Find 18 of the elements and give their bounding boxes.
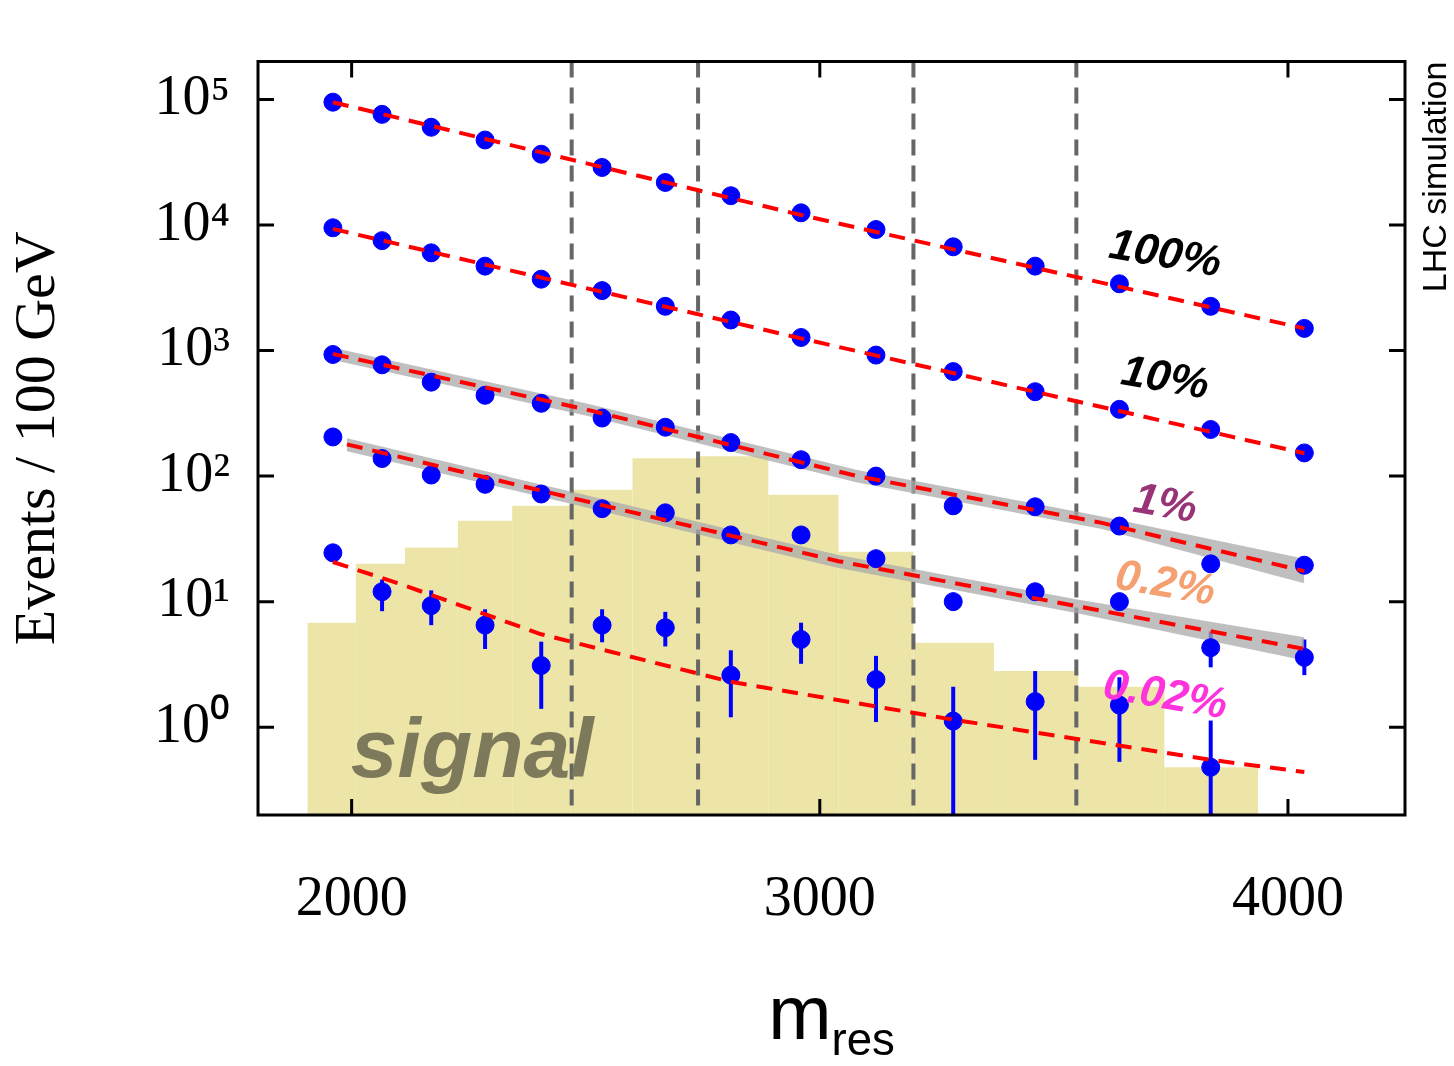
y-tick-label: 10⁰ bbox=[154, 691, 230, 754]
x-tick-label: 3000 bbox=[763, 865, 876, 928]
x-tick-label: 2000 bbox=[295, 865, 408, 928]
y-tick-label: 10⁴ bbox=[154, 189, 230, 252]
text: LHC simulation bbox=[1415, 61, 1454, 293]
y-axis-title: Events / 100 GeV bbox=[2, 231, 68, 646]
x-tick-label: 4000 bbox=[1231, 865, 1344, 928]
text: 1% bbox=[1130, 472, 1202, 532]
text: 10% bbox=[1118, 344, 1214, 408]
y-tick-label: 10¹ bbox=[157, 566, 230, 629]
series-label: signal bbox=[350, 701, 596, 795]
y-tick-label: 10² bbox=[157, 440, 230, 503]
text: 0.02% bbox=[1100, 658, 1232, 728]
x-axis-title: m$_{res}$ bbox=[768, 970, 895, 1066]
y-tick-label: 10⁵ bbox=[154, 64, 230, 127]
text: 100% bbox=[1106, 218, 1226, 286]
y-tick-label: 10³ bbox=[157, 315, 230, 378]
text: 0.2% bbox=[1112, 548, 1220, 614]
